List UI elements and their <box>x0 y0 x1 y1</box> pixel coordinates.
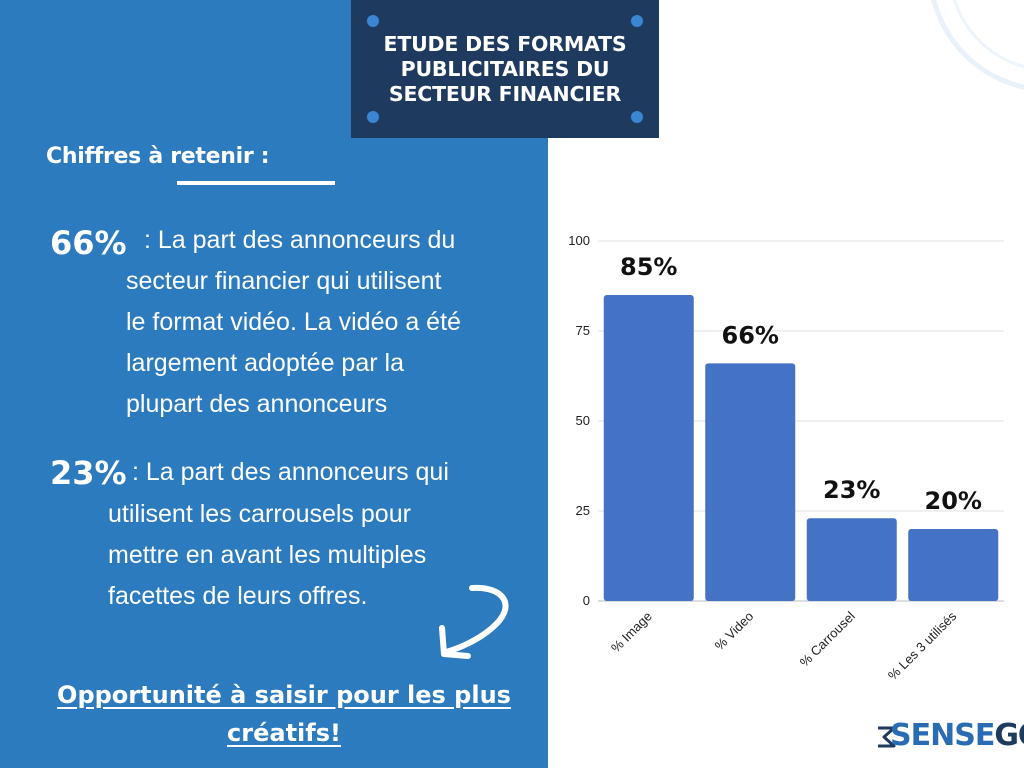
cta-line: créatifs! <box>227 719 341 747</box>
y-tick-label: 0 <box>583 593 590 608</box>
logo-mark-icon <box>878 726 896 748</box>
stat-text-line: : La part des annonceurs du <box>144 226 456 254</box>
cta-line: Opportunité à saisir pour les plus <box>57 681 511 709</box>
stat-text-line: plupart des annonceurs <box>126 390 388 418</box>
logo-text-part2: GO <box>994 718 1024 753</box>
logo-text-part1: SENSE <box>890 718 995 753</box>
curved-arrow-icon <box>439 584 509 659</box>
stat-text-line: mettre en avant les multiples <box>108 541 427 569</box>
bar-chart: 0 25 50 75 100 85% % Image 66% % Video 23% % Carr… <box>568 233 1004 683</box>
stat-text-line: secteur financier qui utilisent <box>126 267 442 295</box>
data-label: 20% <box>925 487 982 515</box>
bar <box>806 518 897 601</box>
x-tick-label: % Carrousel <box>797 608 858 669</box>
x-tick-label: % Les 3 utilisés <box>885 608 960 683</box>
page-title-line: SECTEUR FINANCIER <box>388 82 622 106</box>
logo-text: SENSEGO <box>890 718 1024 753</box>
banner-dot-top-right <box>631 15 643 27</box>
call-to-action: Opportunité à saisir pour les plus créat… <box>30 676 538 752</box>
stat-value-carousel: 23% <box>50 454 127 492</box>
stat-text-line: : La part des annonceurs qui <box>132 458 449 486</box>
sensego-logo: SENSEGO <box>876 716 1024 756</box>
stat-text-line: largement adoptée par la <box>126 349 404 377</box>
stat-text-line: le format vidéo. La vidéo a été <box>126 308 461 336</box>
stat-value-video: 66% <box>50 224 127 262</box>
decorative-arcs <box>931 0 1024 90</box>
banner-dot-top-left <box>367 15 379 27</box>
page-title-line: ETUDE DES FORMATS <box>383 32 627 56</box>
y-tick-label: 50 <box>576 413 590 428</box>
title-banner: ETUDE DES FORMATS PUBLICITAIRES DU SECTE… <box>351 0 659 138</box>
y-tick-label: 75 <box>576 323 590 338</box>
page-title-line: PUBLICITAIRES DU <box>400 57 610 81</box>
data-label: 85% <box>620 253 677 281</box>
x-tick-label: % Image <box>608 609 655 656</box>
y-tick-label: 25 <box>576 503 590 518</box>
y-tick-label: 100 <box>568 233 590 248</box>
bar <box>603 295 694 601</box>
stat-text-line: utilisent les carrousels pour <box>108 500 411 528</box>
key-figures-heading: Chiffres à retenir : <box>46 144 270 169</box>
stat-text-line: facettes de leurs offres. <box>108 582 368 610</box>
banner-dot-bottom-right <box>631 111 643 123</box>
page-title: ETUDE DES FORMATS PUBLICITAIRES DU SECTE… <box>351 32 659 107</box>
data-label: 23% <box>823 476 880 504</box>
bar <box>908 529 999 601</box>
bar <box>705 363 796 601</box>
banner-dot-bottom-left <box>367 111 379 123</box>
x-tick-label: % Video <box>712 609 757 654</box>
data-label: 66% <box>722 321 779 349</box>
heading-underline <box>177 181 335 185</box>
